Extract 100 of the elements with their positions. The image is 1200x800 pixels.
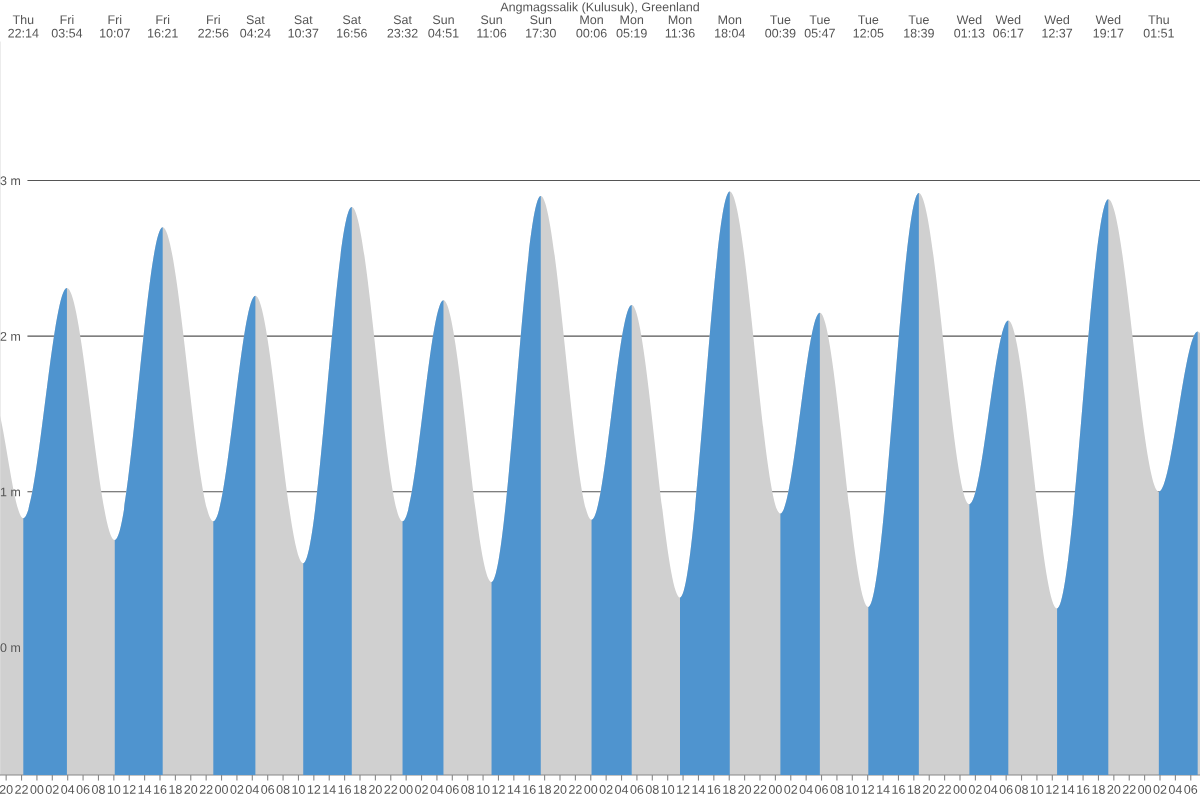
x-tick-label: 06 — [261, 785, 275, 794]
text: Sat 04:24 — [240, 15, 271, 38]
x-tick-label: 20 — [553, 785, 567, 794]
x-tick-label: 14 — [1061, 785, 1075, 794]
x-tick-label: 04 — [245, 785, 259, 794]
x-tick-label: 22 — [15, 785, 28, 794]
x-tick-label: 06 — [1184, 785, 1198, 794]
x-tick-label: 02 — [45, 785, 59, 794]
x-tick-label: 18 — [169, 785, 182, 794]
x-tick-label: 06 — [999, 785, 1013, 794]
x-tick-label: 06 — [815, 785, 828, 794]
x-tick-label: 02 — [415, 785, 428, 794]
x-tick-label: 00 — [1138, 785, 1152, 794]
x-tick-label: 22 — [384, 785, 398, 794]
x-tick-label: 10 — [661, 785, 675, 794]
x-tick-label: 08 — [276, 785, 290, 794]
text: Wed 19:17 — [1093, 14, 1124, 38]
x-tick-label: 12 — [123, 785, 136, 794]
text: Wed 01:13 — [954, 14, 985, 38]
text: Fri 03:54 — [51, 14, 83, 38]
text: Mon 18:04 — [715, 15, 746, 38]
x-tick-label: 08 — [830, 785, 844, 794]
x-tick-label: 14 — [507, 785, 521, 794]
x-tick-label: 00 — [215, 785, 228, 794]
x-tick-label: 00 — [30, 785, 44, 794]
x-tick-label: 22 — [569, 785, 582, 794]
text: Fri 16:21 — [148, 14, 178, 38]
x-tick-label: 08 — [461, 785, 475, 794]
x-tick-label: 16 — [707, 785, 721, 794]
text: Tue 00:39 — [765, 15, 796, 38]
text: Thu 22:14 — [8, 14, 39, 38]
x-tick-label: 20 — [738, 785, 752, 794]
text: Fri 10:07 — [100, 14, 130, 38]
x-tick-label: 12 — [307, 785, 321, 794]
x-tick-label: 10 — [1030, 785, 1044, 794]
x-tick-label: 12 — [861, 785, 875, 794]
y-tick-label: 2 m — [0, 331, 21, 341]
x-tick-label: 16 — [338, 785, 352, 794]
text: Thu 01:51 — [1143, 14, 1174, 38]
x-tick-label: 14 — [877, 785, 890, 794]
x-tick-label: 18 — [723, 785, 736, 794]
x-tick-label: 02 — [230, 785, 244, 794]
text: Sat 23:32 — [387, 15, 418, 38]
text: Sun 17:30 — [526, 15, 556, 38]
y-tick-label: 3 m — [0, 176, 21, 186]
x-tick-label: 22 — [753, 785, 767, 794]
x-tick-label: 06 — [76, 785, 90, 794]
text: Sun 11:06 — [477, 15, 507, 38]
x-tick-label: 16 — [892, 785, 905, 794]
x-tick-label: 18 — [907, 785, 921, 794]
text: Sat 10:37 — [288, 15, 319, 38]
text: Mon 11:36 — [665, 15, 695, 38]
text: Mon 05:19 — [616, 15, 647, 38]
x-tick-label: 20 — [369, 785, 382, 794]
x-tick-label: 06 — [445, 785, 459, 794]
x-tick-label: 00 — [584, 785, 598, 794]
x-tick-label: 02 — [1153, 785, 1167, 794]
x-tick-label: 12 — [677, 785, 690, 794]
x-tick-label: 08 — [92, 785, 105, 794]
x-tick-label: 10 — [846, 785, 859, 794]
y-tick-label: 1 m — [0, 487, 21, 497]
x-tick-label: 10 — [292, 785, 305, 794]
x-tick-label: 04 — [61, 785, 75, 794]
x-tick-label: 00 — [399, 785, 413, 794]
x-tick-label: 04 — [1168, 785, 1182, 794]
x-tick-label: 00 — [953, 785, 967, 794]
y-tick-label: 0 m — [0, 643, 21, 653]
x-tick-label: 16 — [154, 785, 167, 794]
text: Tue 05:47 — [804, 15, 835, 38]
text: Sun 04:51 — [428, 15, 459, 38]
x-tick-label: 06 — [630, 785, 644, 794]
x-tick-label: 20 — [922, 785, 936, 794]
x-tick-label: 16 — [1077, 785, 1090, 794]
x-tick-label: 04 — [799, 785, 813, 794]
x-tick-label: 18 — [354, 785, 367, 794]
x-tick-label: 12 — [492, 785, 505, 794]
x-tick-label: 20 — [0, 785, 13, 794]
x-tick-label: 16 — [523, 785, 536, 794]
x-tick-label: 22 — [1122, 785, 1136, 794]
x-tick-label: 02 — [784, 785, 798, 794]
x-tick-label: 04 — [615, 785, 629, 794]
x-tick-label: 02 — [968, 785, 982, 794]
text: Tue 18:39 — [904, 15, 934, 38]
text: Wed 12:37 — [1042, 14, 1073, 38]
x-tick-label: 04 — [430, 785, 444, 794]
x-tick-label: 00 — [768, 785, 782, 794]
x-tick-label: 22 — [938, 785, 951, 794]
text: Fri 22:56 — [198, 14, 229, 38]
x-tick-label: 20 — [184, 785, 198, 794]
x-tick-label: 04 — [984, 785, 998, 794]
x-tick-label: 10 — [107, 785, 121, 794]
text: Tue 12:05 — [853, 15, 884, 38]
x-tick-label: 14 — [692, 785, 706, 794]
chart-title: Angmagssalik (Kulusuk), Greenland — [500, 2, 699, 14]
x-tick-label: 18 — [1092, 785, 1105, 794]
text: Mon 00:06 — [576, 15, 607, 38]
x-tick-label: 08 — [645, 785, 659, 794]
x-tick-label: 02 — [599, 785, 613, 794]
x-tick-label: 08 — [1015, 785, 1028, 794]
x-tick-label: 14 — [138, 785, 152, 794]
